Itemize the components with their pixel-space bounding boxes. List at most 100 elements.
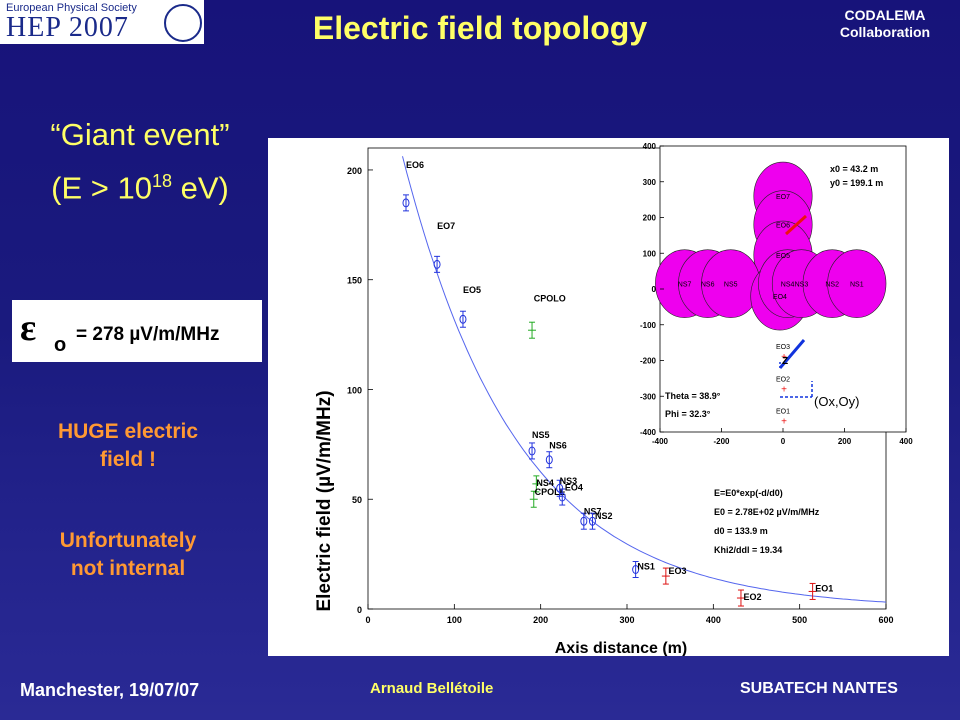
x-tick-label: 500	[792, 615, 807, 625]
epsilon-value: = 278 µV/m/MHz	[76, 324, 220, 345]
fit-parameter-text: E0 = 2.78E+02 µV/m/MHz	[714, 507, 820, 517]
inset-x-tick-label: 400	[899, 437, 913, 446]
antenna-label: EO1	[776, 409, 790, 416]
collab-line2: Collaboration	[839, 24, 931, 40]
antenna-label: NS6	[701, 282, 715, 289]
y-axis-label: Electric field (µV/m/MHz)	[314, 390, 335, 611]
data-point-label: NS4	[536, 478, 554, 488]
data-point-label: NS5	[532, 430, 550, 440]
antenna-label: NS4	[781, 282, 795, 289]
slide-title: Electric field topology	[312, 10, 648, 46]
data-point-label: EO3	[668, 566, 686, 576]
data-point-label: CPOLE	[535, 487, 566, 497]
footer-location-date: Manchester, 19/07/07	[20, 680, 200, 700]
epsilon-box: ε o = 278 µV/m/MHz	[12, 300, 262, 362]
data-point	[588, 516, 596, 526]
data-point	[632, 564, 640, 574]
y-tick-label: 50	[352, 495, 362, 505]
data-point	[433, 259, 441, 269]
inset-y-tick-label: -100	[640, 321, 657, 330]
collab-line1: CODALEMA	[844, 7, 926, 23]
antenna-label: EO7	[776, 194, 790, 201]
y-tick-label: 0	[357, 605, 362, 615]
epsilon-symbol: ε	[20, 307, 37, 349]
data-point-label: NS2	[595, 511, 613, 521]
data-point-label: EO1	[815, 583, 833, 593]
footer-institute: SUBATECH NANTES	[740, 680, 898, 697]
data-point-label: EO2	[744, 592, 762, 602]
data-point	[556, 483, 564, 493]
energy-exponent: 18	[151, 171, 172, 191]
hep2007-logo: European Physical Society HEP 2007	[0, 0, 204, 44]
inset-y-tick-label: -300	[640, 392, 657, 401]
theta-text: Theta = 38.9°	[665, 391, 721, 401]
exponential-fit-curve	[402, 156, 887, 603]
data-point-label: NS1	[637, 561, 655, 571]
y-tick-label: 200	[347, 166, 362, 176]
antenna-marker: +	[781, 352, 787, 363]
x-tick-label: 600	[878, 615, 893, 625]
phi-text: Phi = 32.3°	[665, 409, 711, 419]
inset-y-tick-label: 100	[643, 249, 657, 258]
inset-y-tick-label: 200	[643, 214, 657, 223]
antenna-label: NS5	[724, 282, 738, 289]
inset-y-tick-label: -400	[640, 428, 657, 437]
x-tick-label: 0	[365, 615, 370, 625]
x-tick-label: 200	[533, 615, 548, 625]
data-point	[459, 314, 467, 324]
collaboration-label: CODALEMA Collaboration	[800, 7, 960, 41]
antenna-label: NS3	[795, 282, 809, 289]
antenna-label: EO3	[776, 344, 790, 351]
plane-label: (Ox,Oy)	[814, 394, 860, 409]
x-tick-label: 100	[447, 615, 462, 625]
x-axis-label: Axis distance (m)	[555, 640, 687, 656]
giant-line1: “Giant event”	[50, 117, 230, 152]
field-plot-panel: 0 50 100 150 200 0 100 200 300 400 500 600 EO6 EO7 E…	[268, 138, 949, 657]
data-point	[545, 455, 553, 465]
core-y-text: y0 = 199.1 m	[830, 178, 883, 188]
antenna-marker: +	[781, 384, 787, 395]
not-internal-text: Unfortunately not internal	[20, 527, 236, 583]
huge-line1: HUGE electric	[57, 420, 199, 443]
inset-y-tick-label: -200	[640, 357, 657, 366]
inset-x-tick-label: 200	[838, 437, 852, 446]
unfort-line1: Unfortunately	[59, 529, 197, 552]
fit-parameter-text: d0 = 133.9 m	[714, 526, 768, 536]
giant-line2: (E > 1018 eV)	[14, 158, 266, 211]
unfort-line2: not internal	[70, 557, 186, 580]
data-point-label: NS3	[560, 476, 578, 486]
antenna-field-circle	[827, 249, 887, 318]
zenith-vector	[778, 339, 806, 369]
y-tick-label: 100	[347, 385, 362, 395]
data-point-label: EO4	[565, 482, 583, 492]
data-point-label: NS6	[549, 441, 567, 451]
z-label: Z	[782, 356, 788, 367]
inset-y-tick-label: 0	[652, 285, 657, 294]
logo-text-society: European Physical Society	[6, 2, 137, 14]
huge-line2: field !	[100, 448, 156, 471]
data-point-label: CPOLO	[534, 294, 566, 304]
field-vs-distance-chart: 0 50 100 150 200 0 100 200 300 400 500 600 EO6 EO7 E…	[314, 142, 913, 657]
fit-parameter-text: E=E0*exp(-d/d0)	[714, 488, 783, 498]
eps-seal-icon	[164, 4, 202, 42]
data-point	[528, 446, 536, 456]
core-x-text: x0 = 43.2 m	[830, 164, 878, 174]
inset-x-tick-label: -200	[713, 437, 730, 446]
antenna-label: NS2	[825, 282, 839, 289]
giant-event-text: “Giant event” (E > 1018 eV)	[14, 112, 266, 211]
footer-author: Arnaud Bellétoile	[370, 680, 494, 697]
antenna-marker: +	[781, 417, 787, 428]
inset-x-tick-label: -400	[652, 437, 669, 446]
x-tick-label: 300	[619, 615, 634, 625]
antenna-label: EO4	[773, 294, 787, 301]
data-point-label: EO7	[437, 221, 455, 231]
logo-text-hep: HEP 2007	[6, 12, 129, 43]
epsilon-subscript: o	[54, 334, 67, 356]
data-point-label: NS7	[584, 507, 602, 517]
data-point	[580, 516, 588, 526]
data-point-label: EO6	[406, 160, 424, 170]
antenna-label: EO2	[776, 376, 790, 383]
energy-suffix: eV)	[171, 170, 229, 206]
inset-y-tick-label: 400	[643, 142, 657, 151]
energy-prefix: (E > 10	[51, 170, 152, 206]
